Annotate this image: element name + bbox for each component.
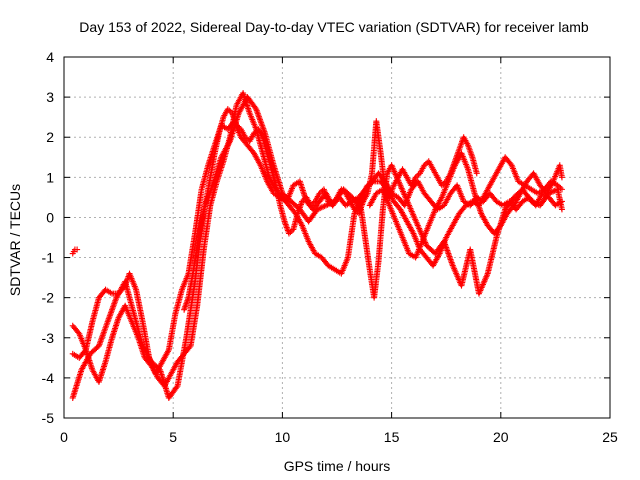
x-tick-label: 15 bbox=[384, 429, 400, 445]
chart-title: Day 153 of 2022, Sidereal Day-to-day VTE… bbox=[79, 19, 589, 35]
y-tick-label: 0 bbox=[46, 209, 54, 225]
x-tick-label: 10 bbox=[275, 429, 291, 445]
y-tick-label: 4 bbox=[46, 49, 54, 65]
trail-marker bbox=[186, 344, 193, 351]
y-tick-label: 2 bbox=[46, 129, 54, 145]
data-point bbox=[558, 206, 565, 213]
series-trace-e bbox=[181, 106, 480, 313]
y-tick-label: 1 bbox=[46, 169, 54, 185]
y-tick-label: -1 bbox=[42, 250, 55, 266]
x-tick-labels: 0 5 10 15 20 25 bbox=[60, 429, 618, 445]
y-tick-label: 3 bbox=[46, 89, 54, 105]
x-tick-label: 20 bbox=[493, 429, 509, 445]
axis-ticks bbox=[63, 56, 611, 419]
data-points bbox=[69, 90, 565, 401]
x-tick-label: 25 bbox=[602, 429, 618, 445]
x-tick-label: 5 bbox=[169, 429, 177, 445]
series-trace-f bbox=[366, 150, 565, 261]
y-axis-label: SDTVAR / TECUs bbox=[7, 184, 23, 296]
y-tick-label: -3 bbox=[42, 330, 55, 346]
data-point bbox=[558, 174, 565, 181]
y-tick-label: -5 bbox=[42, 410, 55, 426]
data-point bbox=[473, 170, 480, 177]
y-tick-labels: -5 -4 -3 -2 -1 0 1 2 3 4 bbox=[42, 49, 55, 426]
grid bbox=[64, 57, 610, 418]
plot-frame bbox=[63, 56, 611, 419]
series-trace-d bbox=[69, 246, 81, 257]
y-tick-label: -4 bbox=[42, 370, 55, 386]
data-point bbox=[74, 246, 81, 253]
trail-marker bbox=[173, 384, 180, 391]
y-tick-label: -2 bbox=[42, 290, 55, 306]
x-axis-label: GPS time / hours bbox=[284, 458, 391, 474]
x-tick-label: 0 bbox=[60, 429, 68, 445]
